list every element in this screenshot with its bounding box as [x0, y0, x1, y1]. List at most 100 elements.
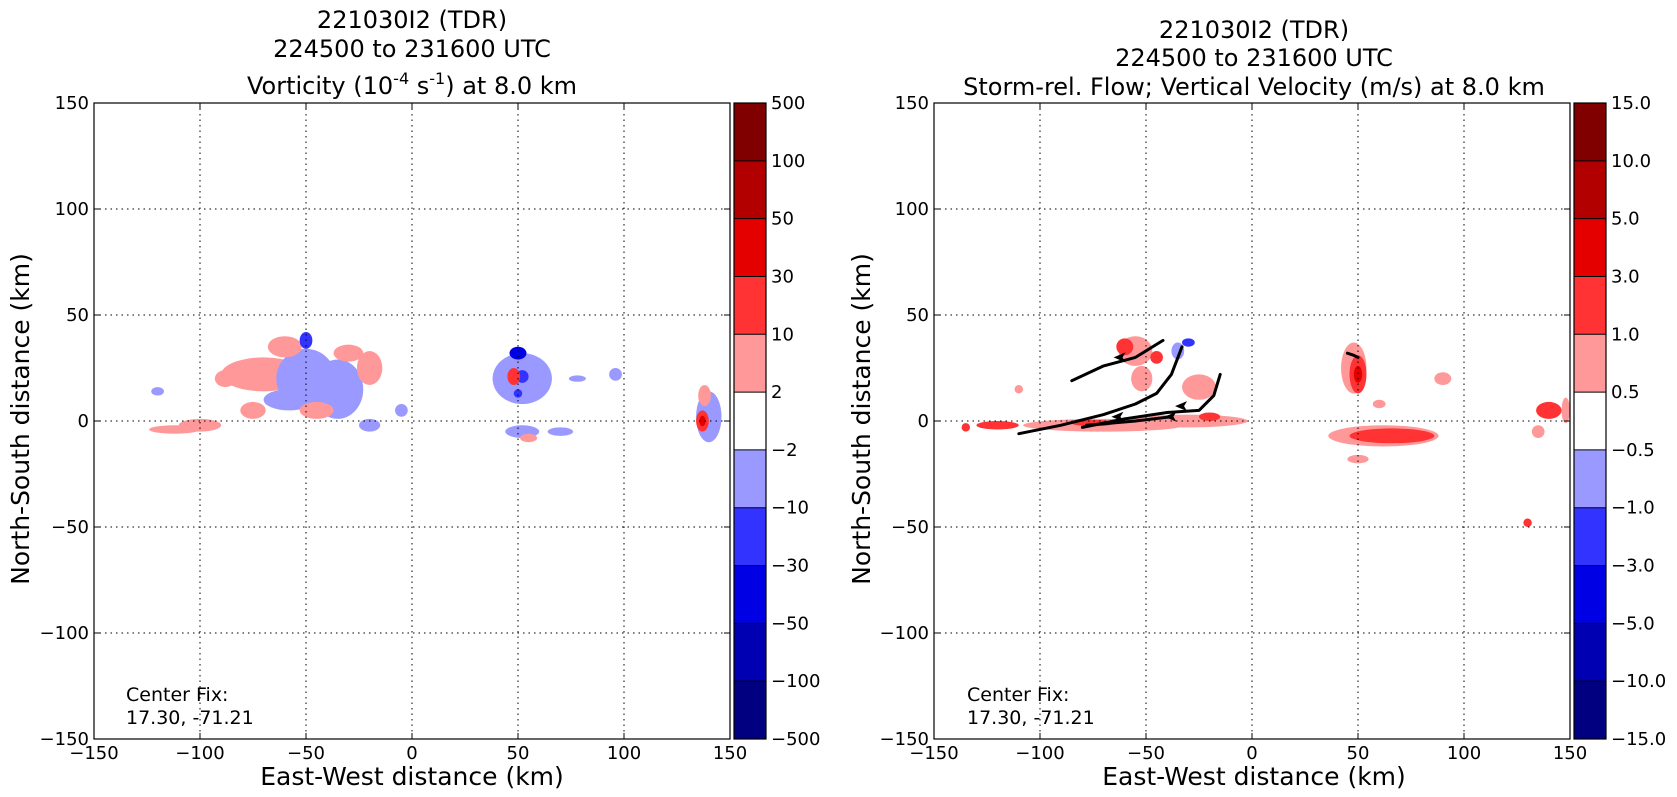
x-tick-label: 100: [607, 743, 641, 764]
y-tick-label: −100: [40, 623, 89, 644]
velocity-colorbar: −15.0 −10.0 −5.0 −3.0 −1.0 −0.5 0.5 1.0 3.0 5.0 10…: [1573, 93, 1666, 750]
plot-content: [149, 331, 722, 443]
contour-region: [151, 387, 164, 396]
y-tick-label: −150: [40, 729, 89, 750]
colorbar-swatch: [1574, 218, 1606, 277]
colorbar-tick-label: 15.0: [1611, 93, 1651, 114]
colorbar-tick-label: 50: [771, 209, 794, 230]
y-tick-label: −50: [891, 517, 929, 538]
x-tick-label: 0: [1246, 743, 1257, 764]
colorbar-swatch: [734, 681, 766, 739]
vertical-velocity-panel: 221030I2 (TDR) 224500 to 231600 UTC Stor…: [847, 16, 1666, 791]
colorbar-swatch: [734, 334, 766, 393]
y-tick-label: 150: [55, 93, 89, 114]
colorbar-swatch: [734, 623, 766, 682]
contour-region: [214, 370, 237, 388]
velocity-center-fix-label: Center Fix:: [967, 684, 1069, 706]
y-tick-label: 100: [895, 199, 929, 220]
streamline: [1345, 351, 1360, 359]
contour-region: [1353, 365, 1363, 383]
colorbar-tick-label: 5.0: [1611, 209, 1640, 230]
streamline-arrowhead: [1113, 352, 1126, 363]
contour-region: [1131, 365, 1153, 392]
colorbar-swatch: [1574, 449, 1606, 508]
contour-region: [149, 425, 200, 434]
contour-region: [240, 401, 266, 419]
contour-region: [299, 401, 334, 419]
x-tick-label: 100: [1447, 743, 1481, 764]
x-tick-label: 50: [1347, 743, 1370, 764]
colorbar-tick-label: 1.0: [1611, 324, 1640, 345]
y-tick-label: 0: [78, 411, 89, 432]
velocity-x-axis-label: East-West distance (km): [1102, 762, 1406, 791]
contour-region: [1536, 401, 1562, 419]
plot-frame: [933, 102, 1571, 740]
colorbar-swatch: [1574, 565, 1606, 624]
plot-content: [961, 336, 1570, 527]
vorticity-x-axis-label: East-West distance (km): [260, 762, 564, 791]
vorticity-plot-area: −150 −100 −50 0 50 100 150 −150 −100 −50 0 50 100 150: [40, 93, 748, 764]
contour-region: [333, 344, 364, 362]
velocity-center-fix-coords: 17.30, -71.21: [967, 707, 1095, 729]
colorbar-tick-label: 3.0: [1611, 266, 1640, 287]
colorbar-swatch: [1574, 276, 1606, 335]
colorbar-swatch: [734, 507, 766, 566]
colorbar-swatch: [734, 160, 766, 219]
colorbar-swatch: [734, 103, 766, 161]
contour-region: [359, 418, 381, 432]
x-tick-label: −50: [287, 743, 325, 764]
velocity-plot-area: −150 −100 −50 0 50 100 150 −150 −100 −50 0 50 100 150: [880, 93, 1588, 764]
vorticity-y-axis-label: North-South distance (km): [6, 253, 35, 585]
contour-region: [976, 421, 1019, 430]
colorbar-swatch: [1574, 160, 1606, 219]
contour-region: [1531, 425, 1545, 438]
colorbar-swatch: [734, 218, 766, 277]
vorticity-colorbar: −500 −100 −50 −30 −10 −2 2 10 30 50 100 500: [733, 93, 820, 750]
colorbar-tick-label: −30: [771, 556, 809, 577]
contour-region: [698, 384, 711, 407]
colorbar-swatch: [734, 565, 766, 624]
velocity-title-line-1: 221030I2 (TDR): [1159, 16, 1349, 44]
vorticity-panel: 221030I2 (TDR) 224500 to 231600 UTC Vort…: [6, 6, 820, 791]
vorticity-title-line-2: 224500 to 231600 UTC: [273, 35, 551, 63]
colorbar-tick-label: 10.0: [1611, 151, 1651, 172]
streamline-arrowhead: [1164, 411, 1177, 422]
colorbar-tick-label: −15.0: [1611, 729, 1666, 750]
contour-region: [395, 404, 408, 417]
vorticity-center-fix-coords: 17.30, -71.21: [126, 707, 254, 729]
contour-region: [513, 389, 523, 398]
vorticity-center-fix-label: Center Fix:: [126, 684, 228, 706]
x-tick-label: 50: [507, 743, 530, 764]
streamline: [1080, 372, 1222, 429]
contour-region: [1116, 338, 1134, 356]
contour-region: [520, 433, 538, 443]
colorbar-tick-label: 30: [771, 266, 794, 287]
colorbar-frame: [733, 102, 767, 740]
velocity-title-line-2: 224500 to 231600 UTC: [1115, 44, 1393, 72]
contour-region: [1372, 399, 1386, 409]
colorbar-swatch: [734, 392, 766, 450]
contour-region: [1182, 338, 1195, 347]
contour-region: [699, 415, 706, 427]
contour-region: [263, 389, 315, 411]
contour-region: [1523, 518, 1532, 527]
x-tick-label: 0: [406, 743, 417, 764]
colorbar-tick-label: 100: [771, 151, 805, 172]
colorbar-tick-label: 2: [771, 382, 782, 403]
colorbar-swatch: [734, 449, 766, 508]
colorbar-tick-label: −0.5: [1611, 440, 1655, 461]
colorbar-tick-label: 500: [771, 93, 805, 114]
velocity-title-line-3: Storm-rel. Flow; Vertical Velocity (m/s)…: [963, 73, 1545, 101]
colorbar-tick-label: −500: [771, 729, 820, 750]
vorticity-title-line-3: Vorticity (10-4 s-1) at 8.0 km: [247, 69, 577, 100]
contour-region: [1182, 374, 1216, 400]
y-tick-label: 50: [906, 305, 929, 326]
colorbar-tick-label: −1.0: [1611, 498, 1655, 519]
y-tick-label: −150: [880, 729, 929, 750]
x-tick-label: −100: [175, 743, 224, 764]
contour-region: [961, 423, 971, 432]
colorbar-tick-label: −3.0: [1611, 556, 1655, 577]
contour-region: [509, 346, 527, 360]
y-tick-label: −50: [51, 517, 89, 538]
